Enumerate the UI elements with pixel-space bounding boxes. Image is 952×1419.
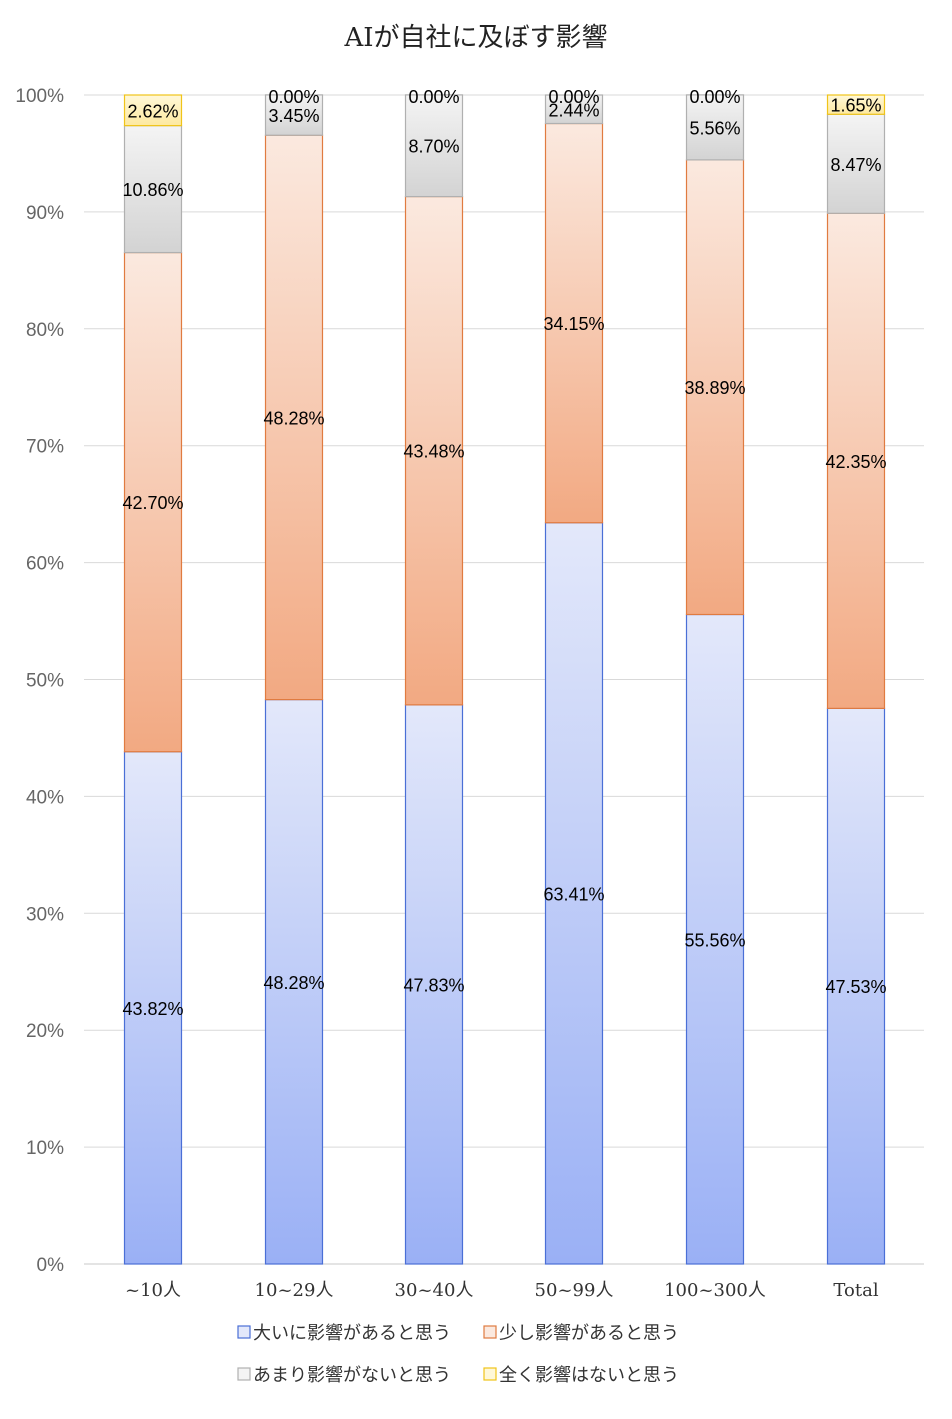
legend-swatch: [237, 1325, 251, 1339]
data-label: 63.41%: [543, 884, 604, 904]
y-tick-label: 10%: [26, 1138, 64, 1159]
bar-segment: [123, 94, 183, 127]
y-tick-label: 70%: [26, 437, 64, 458]
x-tick-label: 10~29人: [255, 1280, 334, 1301]
data-label: 0.00%: [408, 87, 459, 107]
bars: [123, 94, 886, 1265]
x-tick-label: Total: [833, 1280, 878, 1301]
bar-segment: [685, 159, 745, 616]
legend-swatch: [237, 1367, 251, 1381]
data-label: 3.45%: [268, 106, 319, 126]
y-tick-label: 60%: [26, 554, 64, 575]
data-label: 8.70%: [408, 137, 459, 157]
y-tick-label: 90%: [26, 203, 64, 224]
bar-segment: [826, 707, 886, 1265]
data-label: 5.56%: [689, 118, 740, 138]
bar-segment: [404, 195, 464, 706]
legend-label: 全く影響はないと思う: [499, 1365, 679, 1386]
gridlines: [84, 94, 924, 1265]
y-tick-label: 40%: [26, 787, 64, 808]
bar-segment: [264, 94, 324, 136]
bar-segment: [544, 522, 604, 1265]
bar-segment: [123, 251, 183, 753]
legend-label: 大いに影響があると思う: [253, 1323, 451, 1344]
data-label: 10.86%: [122, 180, 183, 200]
y-tick-label: 80%: [26, 320, 64, 341]
chart-title: AIが自社に及ぼす影響: [343, 23, 607, 53]
bar-segment: [404, 704, 464, 1265]
x-axis-ticks: ~10人 10~29人 30~40人 50~99人 100~300人 Total: [125, 1280, 879, 1301]
legend-swatch: [483, 1367, 497, 1381]
y-tick-label: 0%: [37, 1255, 65, 1276]
data-label: 55.56%: [684, 930, 745, 950]
data-label: 43.48%: [403, 442, 464, 462]
x-tick-label: ~10人: [125, 1280, 181, 1301]
bar-segment: [544, 122, 604, 524]
bar-segment: [123, 751, 183, 1265]
bar-segment: [264, 699, 324, 1265]
x-tick-label: 50~99人: [535, 1280, 614, 1301]
data-labels: 43.82% 42.70% 10.86% 2.62% 48.28% 48.28% 3.45%…: [122, 87, 886, 1019]
data-label: 48.28%: [263, 408, 324, 428]
bar-segment: [544, 94, 604, 125]
data-label: 47.53%: [825, 977, 886, 997]
legend-label: あまり影響がないと思う: [253, 1365, 451, 1386]
bar-segment: [826, 94, 886, 115]
y-axis-ticks: 0% 10% 20% 30% 40% 50% 60% 70% 80% 90% 100%: [15, 86, 64, 1276]
y-tick-label: 100%: [15, 86, 64, 107]
x-tick-label: 30~40人: [395, 1280, 474, 1301]
y-tick-label: 20%: [26, 1021, 64, 1042]
bar-segment: [685, 94, 745, 161]
bar-segment: [826, 113, 886, 214]
y-tick-label: 50%: [26, 671, 64, 692]
x-tick-label: 100~300人: [664, 1280, 766, 1301]
data-label: 0.00%: [548, 87, 599, 107]
data-label: 0.00%: [268, 87, 319, 107]
data-label: 8.47%: [830, 155, 881, 175]
y-tick-label: 30%: [26, 904, 64, 925]
data-label: 2.62%: [127, 101, 178, 121]
bar-segment: [826, 212, 886, 709]
data-label: 48.28%: [263, 973, 324, 993]
legend-label: 少し影響があると思う: [499, 1323, 679, 1344]
data-label: 2.44%: [548, 100, 599, 120]
data-label: 38.89%: [684, 378, 745, 398]
data-label: 0.00%: [689, 87, 740, 107]
data-label: 47.83%: [403, 975, 464, 995]
legend-swatch: [483, 1325, 497, 1339]
data-label: 34.15%: [543, 314, 604, 334]
data-label: 43.82%: [122, 999, 183, 1019]
data-label: 42.70%: [122, 493, 183, 513]
bar-segment: [123, 125, 183, 254]
data-label: 1.65%: [830, 96, 881, 116]
data-label: 42.35%: [825, 452, 886, 472]
bar-segment: [404, 94, 464, 198]
